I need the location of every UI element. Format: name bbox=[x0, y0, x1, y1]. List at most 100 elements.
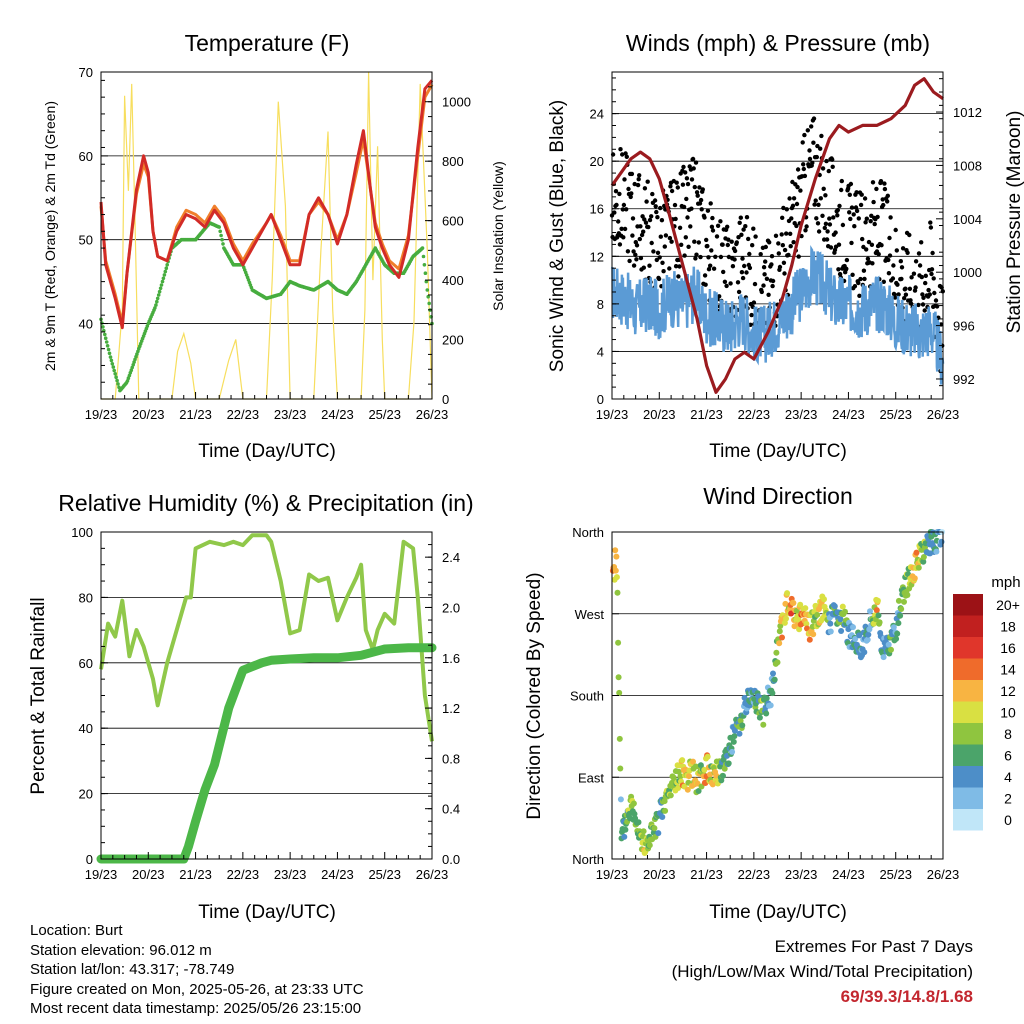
dewpoint-point bbox=[126, 376, 131, 381]
gust-point bbox=[888, 215, 893, 220]
direction-point bbox=[615, 639, 622, 646]
y-right-tick-label: 0.0 bbox=[442, 852, 460, 867]
gust-point bbox=[839, 187, 844, 193]
gust-point bbox=[835, 213, 840, 218]
gust-point bbox=[767, 240, 772, 245]
direction-point bbox=[777, 623, 784, 629]
gust-point bbox=[729, 239, 734, 244]
gust-point bbox=[674, 180, 679, 185]
gust-point bbox=[919, 240, 924, 245]
gust-point bbox=[732, 248, 738, 254]
direction-point bbox=[788, 610, 795, 617]
gust-point bbox=[786, 252, 791, 258]
dewpoint-point bbox=[424, 279, 429, 284]
gust-point bbox=[667, 235, 673, 241]
gust-point bbox=[702, 215, 707, 220]
direction-point bbox=[873, 607, 880, 614]
x-tick-label: 21/23 bbox=[690, 407, 723, 422]
gust-point bbox=[886, 257, 891, 263]
direction-point bbox=[651, 825, 658, 832]
gust-point bbox=[631, 249, 636, 254]
colorbar-label: 2 bbox=[1004, 790, 1012, 806]
gust-point bbox=[928, 225, 934, 230]
colorbar-swatch bbox=[953, 766, 983, 788]
direction-point bbox=[804, 625, 810, 632]
gust-point bbox=[916, 251, 922, 256]
gust-point bbox=[753, 234, 758, 239]
x-tick-label: 25/23 bbox=[368, 407, 401, 422]
winds-xlabel: Time (Day/UTC) bbox=[709, 441, 847, 462]
gust-point bbox=[769, 254, 775, 259]
gust-point bbox=[739, 232, 744, 237]
gust-point bbox=[642, 186, 648, 191]
dewpoint-point bbox=[221, 242, 225, 246]
direction-point bbox=[612, 547, 619, 554]
gust-point bbox=[816, 229, 822, 234]
dewpoint-point bbox=[110, 362, 115, 366]
gust-point bbox=[854, 208, 860, 214]
gust-point bbox=[890, 276, 896, 281]
gust-point bbox=[761, 265, 767, 270]
gust-point bbox=[628, 194, 633, 200]
gust-point bbox=[859, 192, 864, 197]
gust-point bbox=[911, 271, 917, 276]
direction-point bbox=[617, 765, 624, 772]
direction-point bbox=[686, 773, 692, 780]
gust-point bbox=[713, 254, 718, 259]
colorbar-label: 6 bbox=[1004, 747, 1012, 763]
station-location: Location: Burt bbox=[30, 922, 123, 939]
gust-point bbox=[655, 215, 660, 220]
gust-point bbox=[654, 209, 659, 215]
gust-point bbox=[688, 224, 693, 229]
gust-point bbox=[625, 249, 631, 254]
gust-point bbox=[682, 253, 687, 258]
gust-point bbox=[624, 207, 629, 212]
solar-insolation-line bbox=[101, 71, 433, 400]
direction-point bbox=[779, 634, 785, 641]
gust-point bbox=[913, 259, 919, 264]
gust-point bbox=[705, 208, 711, 213]
y-tick-label: 50 bbox=[79, 233, 93, 248]
gust-point bbox=[836, 242, 842, 247]
direction-point bbox=[920, 558, 927, 565]
direction-point bbox=[739, 722, 746, 729]
gust-point bbox=[737, 220, 742, 225]
direction-point bbox=[810, 631, 817, 638]
gust-point bbox=[693, 256, 698, 261]
gust-point bbox=[620, 207, 625, 212]
gust-point bbox=[801, 166, 806, 172]
gust-point bbox=[649, 214, 654, 219]
gust-point bbox=[680, 182, 686, 187]
gust-point bbox=[827, 216, 832, 221]
direction-point bbox=[895, 620, 902, 627]
gust-point bbox=[916, 302, 921, 308]
gust-point bbox=[770, 278, 776, 284]
gust-point bbox=[848, 216, 853, 222]
x-tick-label: 26/23 bbox=[927, 867, 960, 882]
direction-point bbox=[861, 649, 868, 656]
gust-point bbox=[657, 255, 662, 260]
y-right-tick-label: 1.2 bbox=[442, 701, 460, 716]
direction-point bbox=[904, 592, 911, 598]
temperature-xlabel: Time (Day/UTC) bbox=[198, 441, 336, 462]
direction-point bbox=[616, 735, 623, 742]
direction-point bbox=[839, 603, 846, 610]
gust-point bbox=[788, 244, 793, 249]
dewpoint-point bbox=[155, 299, 159, 304]
gust-point bbox=[632, 181, 637, 187]
x-tick-label: 22/23 bbox=[738, 867, 771, 882]
gust-point bbox=[697, 185, 702, 190]
dewpoint-point bbox=[155, 296, 160, 301]
extremes-subtitle: (High/Low/Max Wind/Total Precipitation) bbox=[671, 962, 973, 981]
y-right-tick-label: 992 bbox=[953, 372, 975, 387]
colorbar-label: 8 bbox=[1004, 726, 1012, 742]
gust-point bbox=[646, 224, 651, 230]
direction-point bbox=[852, 635, 859, 642]
y-tick-label: 60 bbox=[79, 149, 93, 164]
gust-point bbox=[930, 250, 935, 256]
direction-point bbox=[920, 554, 927, 560]
direction-point bbox=[756, 714, 763, 721]
dewpoint-point bbox=[103, 332, 107, 337]
gust-point bbox=[826, 168, 831, 174]
gust-point bbox=[881, 202, 886, 208]
